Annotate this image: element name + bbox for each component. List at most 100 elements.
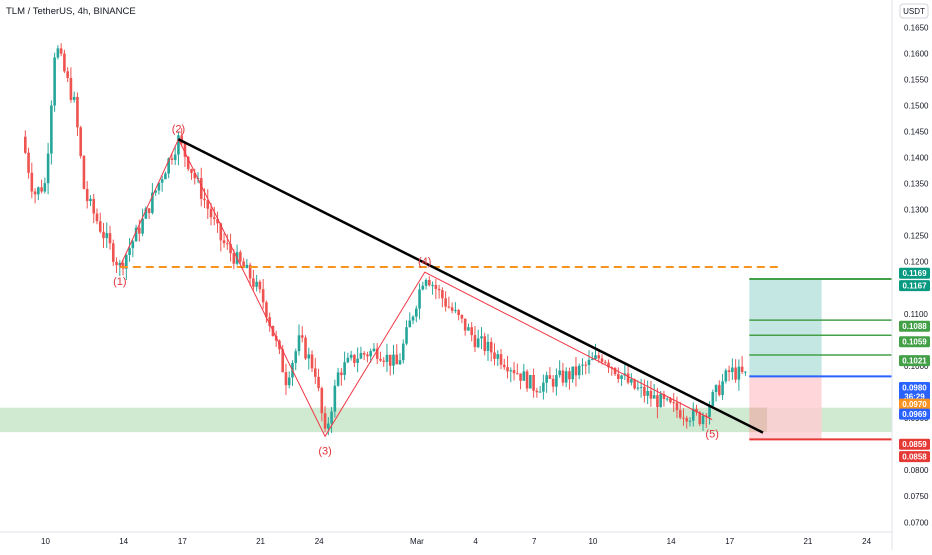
candle-body-down bbox=[323, 413, 327, 429]
candle-body-up bbox=[708, 405, 711, 417]
y-tick-label: 0.0750 bbox=[904, 492, 929, 501]
candle-body-up bbox=[333, 385, 337, 412]
candle-body-up bbox=[89, 198, 92, 202]
price-tag-label: 0.0970 bbox=[902, 400, 927, 409]
candle-body-up bbox=[577, 365, 581, 376]
candle-body-down bbox=[219, 223, 223, 241]
candle-body-down bbox=[535, 390, 539, 393]
candle-body-up bbox=[701, 415, 705, 425]
candle-body-up bbox=[665, 398, 669, 400]
candle-body-up bbox=[744, 371, 747, 373]
candle-body-up bbox=[128, 248, 131, 255]
symbol-title: TLM / TetherUS, 4h, BINANCE bbox=[6, 6, 136, 17]
candle-body-up bbox=[287, 377, 291, 386]
price-tag bbox=[899, 438, 930, 450]
price-tag bbox=[899, 451, 930, 463]
candle-body-down bbox=[98, 221, 102, 232]
candle-body-up bbox=[167, 158, 170, 174]
candle-body-down bbox=[85, 188, 89, 202]
candle-body-down bbox=[675, 402, 679, 411]
candle-body-down bbox=[548, 375, 552, 379]
candle-body-up bbox=[372, 348, 376, 352]
candle-body-down bbox=[209, 208, 213, 218]
y-tick-label: 0.1350 bbox=[904, 180, 929, 189]
candle-body-up bbox=[688, 420, 692, 422]
candle-body-down bbox=[121, 263, 125, 269]
y-tick-label: 0.1500 bbox=[904, 101, 929, 110]
candle-body-up bbox=[652, 395, 656, 399]
candle-body-down bbox=[300, 335, 304, 338]
descending-trendline[interactable] bbox=[177, 138, 764, 434]
candle-body-down bbox=[63, 53, 66, 72]
candle-body-down bbox=[643, 386, 646, 396]
candle-body-down bbox=[229, 244, 232, 254]
candle-body-down bbox=[516, 373, 519, 375]
candle-body-up bbox=[538, 391, 542, 393]
candle-body-down bbox=[317, 376, 320, 389]
candle-body-up bbox=[691, 408, 695, 421]
candle-body-down bbox=[147, 208, 151, 213]
candle-body-up bbox=[72, 96, 76, 100]
candle-body-up bbox=[421, 285, 425, 290]
candle-body-down bbox=[206, 200, 210, 209]
x-tick-label: Mar bbox=[410, 537, 424, 546]
candle-body-up bbox=[53, 57, 56, 106]
y-tick-label: 0.1400 bbox=[904, 154, 929, 163]
wave-label: (1) bbox=[113, 276, 126, 288]
candle-body-down bbox=[463, 318, 467, 331]
price-tag-label: 0.1088 bbox=[902, 322, 927, 331]
candle-body-down bbox=[457, 310, 460, 316]
support-zone bbox=[0, 407, 892, 433]
candle-body-up bbox=[141, 218, 144, 234]
candle-body-up bbox=[398, 360, 402, 365]
candle-body-up bbox=[164, 173, 167, 180]
y-tick-label: 0.1550 bbox=[904, 75, 929, 84]
candle-body-up bbox=[46, 153, 50, 184]
x-tick-label: 14 bbox=[667, 537, 676, 546]
candle-body-down bbox=[353, 354, 356, 363]
candle-body-down bbox=[672, 402, 676, 404]
candle-body-up bbox=[737, 366, 741, 380]
candle-body-up bbox=[327, 423, 330, 429]
candle-body-down bbox=[59, 48, 63, 54]
candle-body-down bbox=[95, 213, 99, 222]
candle-body-up bbox=[160, 179, 164, 183]
elliott-wave-line[interactable] bbox=[119, 138, 713, 438]
candle-body-up bbox=[105, 233, 109, 239]
candle-body-up bbox=[343, 362, 346, 376]
y-tick-label: 0.1450 bbox=[904, 127, 929, 136]
candle-body-down bbox=[111, 243, 115, 262]
currency-button[interactable]: USDT bbox=[899, 3, 929, 19]
price-tag-label: 0.1021 bbox=[902, 356, 927, 365]
price-tag bbox=[899, 280, 930, 292]
candle-body-down bbox=[304, 337, 307, 359]
y-tick-label: 0.1100 bbox=[904, 310, 928, 319]
candle-body-down bbox=[268, 317, 271, 326]
candle-body-down bbox=[66, 71, 69, 78]
wave-label: (5) bbox=[705, 429, 718, 441]
currency-button-frame bbox=[899, 3, 929, 19]
candle-body-up bbox=[356, 358, 359, 363]
candle-body-down bbox=[92, 198, 96, 214]
candle-body-down bbox=[718, 385, 721, 396]
candle-body-down bbox=[519, 373, 522, 381]
candle-body-down bbox=[388, 354, 392, 366]
wave-label: (3) bbox=[318, 445, 331, 457]
x-tick-label: 17 bbox=[725, 537, 734, 546]
candle-body-down bbox=[633, 379, 636, 389]
candle-body-down bbox=[27, 152, 30, 173]
profit-zone[interactable] bbox=[749, 278, 822, 377]
candle-body-up bbox=[50, 105, 53, 154]
candle-body-up bbox=[154, 190, 157, 193]
x-tick-label: 10 bbox=[41, 537, 50, 546]
candle-body-up bbox=[118, 263, 122, 266]
candle-body-up bbox=[564, 371, 568, 383]
price-tag bbox=[899, 320, 930, 332]
candle-body-up bbox=[173, 154, 177, 160]
candle-body-down bbox=[248, 264, 252, 279]
candle-body-up bbox=[496, 354, 500, 359]
candle-body-down bbox=[662, 394, 666, 400]
price-tag bbox=[899, 267, 930, 279]
